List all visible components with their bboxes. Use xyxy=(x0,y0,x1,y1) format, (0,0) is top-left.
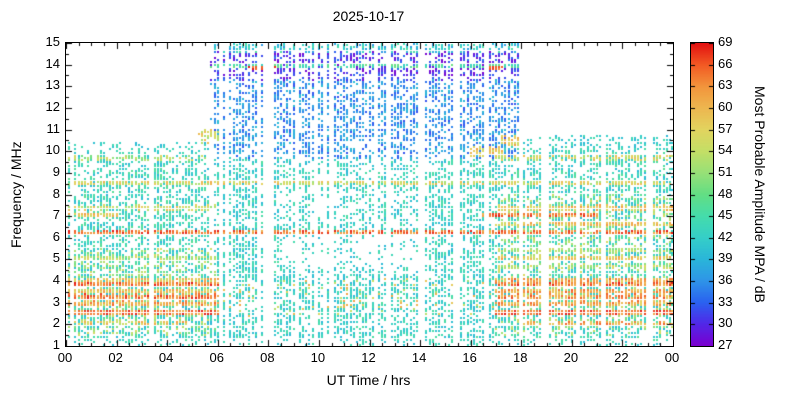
colorbar-tick-label: 69 xyxy=(718,34,733,49)
y-tick-label: 9 xyxy=(52,163,60,179)
x-tick-label: 06 xyxy=(209,350,224,365)
colorbar-tick-label: 39 xyxy=(718,250,733,266)
x-tick-label: 00 xyxy=(57,350,73,365)
y-tick-label: 7 xyxy=(52,207,60,223)
spectrogram-plot-canvas xyxy=(65,42,674,347)
x-tick-label: 14 xyxy=(411,350,427,365)
colorbar-tick-label: 60 xyxy=(718,98,733,114)
y-tick-label: 14 xyxy=(45,55,60,71)
colorbar-tick-label: 45 xyxy=(718,207,733,223)
x-tick-label: 18 xyxy=(513,350,528,365)
x-tick-label: 22 xyxy=(614,350,629,365)
colorbar-tick-label: 42 xyxy=(718,228,733,244)
colorbar-tick-label: 63 xyxy=(718,77,733,93)
chart-title: 2025-10-17 xyxy=(332,8,405,24)
y-axis-label: Frequency / MHz xyxy=(8,141,24,248)
x-tick-label: 20 xyxy=(563,350,579,365)
colorbar-tick-label: 36 xyxy=(718,272,733,288)
y-tick-label: 2 xyxy=(52,315,60,331)
x-tick-label: 02 xyxy=(108,350,123,365)
y-tick-label: 13 xyxy=(45,77,60,93)
y-tick-label: 8 xyxy=(52,185,60,201)
colorbar-tick-label: 48 xyxy=(718,185,733,201)
y-tick-label: 15 xyxy=(45,34,60,49)
y-tick-label: 10 xyxy=(45,142,60,158)
colorbar-tick-label: 30 xyxy=(718,315,733,331)
x-tick-label: 04 xyxy=(158,350,174,365)
colorbar-label: Most Probable Amplitude MPA / dB xyxy=(752,86,768,303)
y-tick-label: 11 xyxy=(46,120,61,136)
colorbar-tick-label: 54 xyxy=(718,142,733,158)
x-tick-label: 12 xyxy=(361,350,376,365)
y-tick-label: 3 xyxy=(52,293,60,309)
y-tick-label: 1 xyxy=(52,337,60,352)
y-tick-label: 4 xyxy=(52,272,60,288)
x-tick-label: 10 xyxy=(310,350,326,365)
colorbar-tick-label: 33 xyxy=(718,293,733,309)
colorbar-tick-label: 57 xyxy=(718,120,733,136)
colorbar-tick-label: 27 xyxy=(718,337,733,352)
y-tick-label: 5 xyxy=(52,250,60,266)
y-tick-label: 6 xyxy=(52,228,60,244)
x-tick-label: 00 xyxy=(664,350,680,365)
y-tick-label: 12 xyxy=(45,98,60,114)
colorbar-tick-label: 51 xyxy=(718,163,733,179)
colorbar-tick-label: 66 xyxy=(718,55,733,71)
x-tick-label: 16 xyxy=(462,350,477,365)
x-axis-label: UT Time / hrs xyxy=(326,372,411,388)
colorbar-canvas xyxy=(690,42,714,347)
x-tick-label: 08 xyxy=(260,350,275,365)
